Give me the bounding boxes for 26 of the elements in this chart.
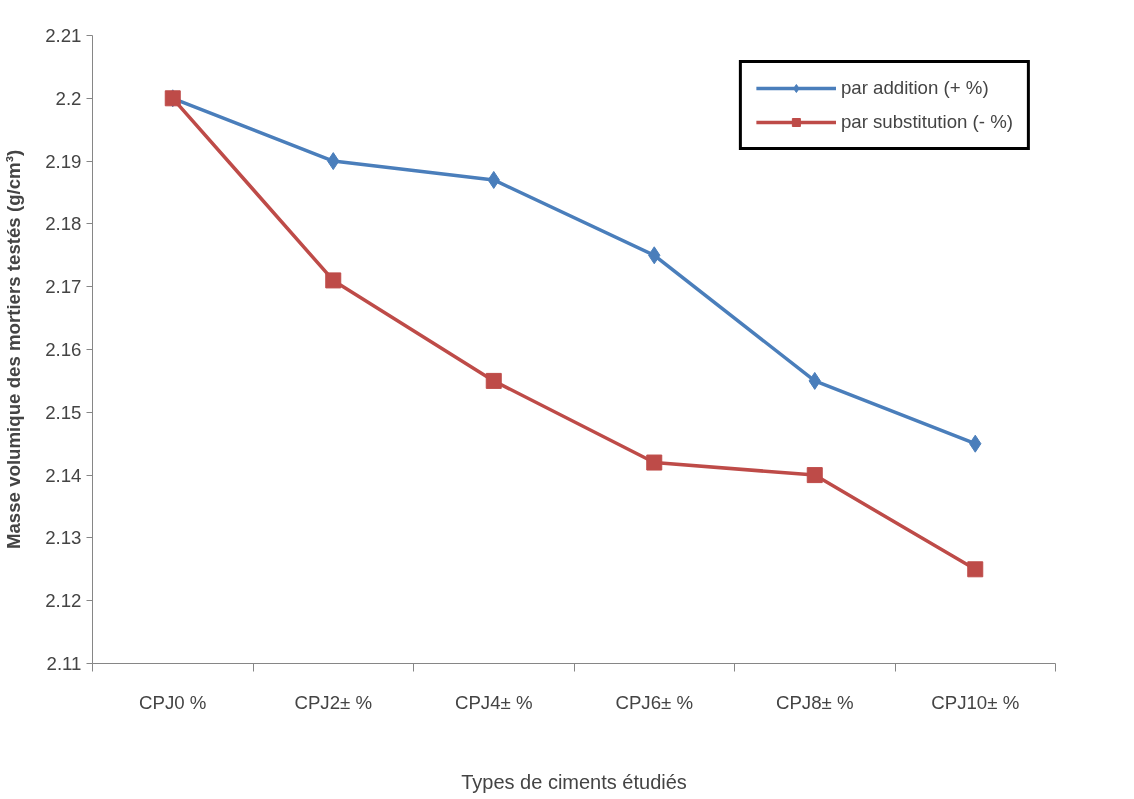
point bbox=[967, 561, 984, 578]
x-tick-label: CPJ4± % bbox=[454, 691, 533, 713]
y-tick-label: 2.16 bbox=[45, 339, 82, 360]
x-tick-label: CPJ10± % bbox=[931, 691, 1020, 713]
legend-label: par substitution (- %) bbox=[840, 111, 1013, 133]
point bbox=[806, 467, 823, 484]
y-tick-label: 2.2 bbox=[55, 87, 82, 109]
x-tick-label: CPJ6± % bbox=[615, 691, 694, 713]
legend-label: par addition (+ %) bbox=[840, 77, 989, 99]
y-tick-label: 2.18 bbox=[45, 213, 82, 235]
y-tick-label: 2.19 bbox=[45, 150, 82, 172]
x-tick-label: CPJ0 % bbox=[139, 691, 207, 713]
point bbox=[325, 272, 342, 289]
y-tick-label: 2.11 bbox=[46, 653, 82, 674]
y-tick-label: 2.13 bbox=[45, 527, 82, 549]
point bbox=[485, 372, 502, 389]
x-axis-title: Types de ciments étudiés bbox=[461, 770, 687, 793]
y-tick-label: 2.21 bbox=[45, 25, 82, 46]
y-tick-label: 2.17 bbox=[45, 276, 82, 298]
y-tick-label: 2.12 bbox=[45, 590, 82, 612]
y-tick-label: 2.15 bbox=[45, 401, 82, 423]
point bbox=[646, 454, 663, 471]
y-axis-title: Masse volumique des mortiers testés (g/cm³) bbox=[3, 149, 25, 550]
x-tick-label: CPJ2± % bbox=[294, 691, 373, 713]
x-tick-label: CPJ8± % bbox=[775, 691, 854, 713]
y-tick-label: 2.14 bbox=[45, 464, 82, 486]
